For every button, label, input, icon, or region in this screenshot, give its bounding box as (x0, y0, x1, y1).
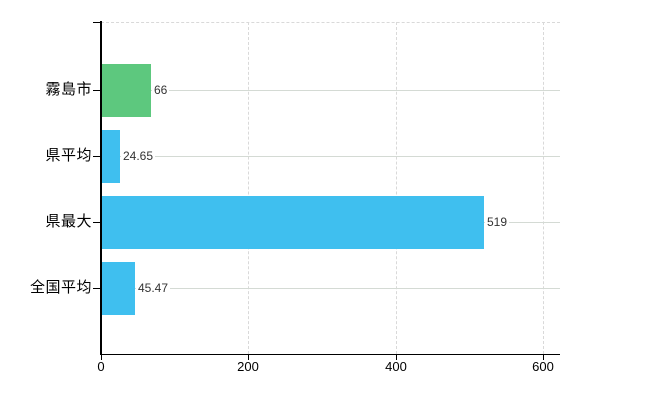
y-axis-line (100, 21, 102, 355)
category-label: 県平均 (45, 147, 92, 164)
x-axis-tick (396, 355, 397, 360)
bar (102, 64, 151, 117)
y-axis-tick (93, 156, 100, 157)
bar (102, 196, 484, 249)
h-gridline (101, 156, 560, 157)
h-gridline (101, 288, 560, 289)
v-gridline (543, 22, 544, 354)
value-label: 66 (152, 83, 170, 97)
x-axis-line (100, 354, 560, 355)
bar (102, 262, 135, 315)
x-tick-label: 600 (532, 359, 554, 374)
value-label: 519 (485, 215, 510, 229)
category-label: 霧島市 (45, 81, 92, 98)
x-tick-label: 200 (237, 359, 259, 374)
category-label: 県最大 (45, 213, 92, 230)
category-label: 全国平均 (29, 279, 92, 296)
bar (102, 130, 120, 183)
y-axis-top-tick (93, 22, 100, 23)
x-tick-label: 0 (97, 359, 105, 374)
y-axis-tick (93, 222, 100, 223)
v-gridline (248, 22, 249, 354)
value-label: 45.47 (136, 281, 171, 295)
v-gridline (396, 22, 397, 354)
h-gridline (101, 90, 560, 91)
plot-top-border (101, 22, 560, 23)
x-axis-tick (248, 355, 249, 360)
x-tick-label: 400 (385, 359, 407, 374)
x-axis-tick (543, 355, 544, 360)
value-label: 24.65 (121, 149, 156, 163)
x-axis-tick (101, 355, 102, 360)
y-axis-tick (93, 90, 100, 91)
y-axis-tick (93, 288, 100, 289)
